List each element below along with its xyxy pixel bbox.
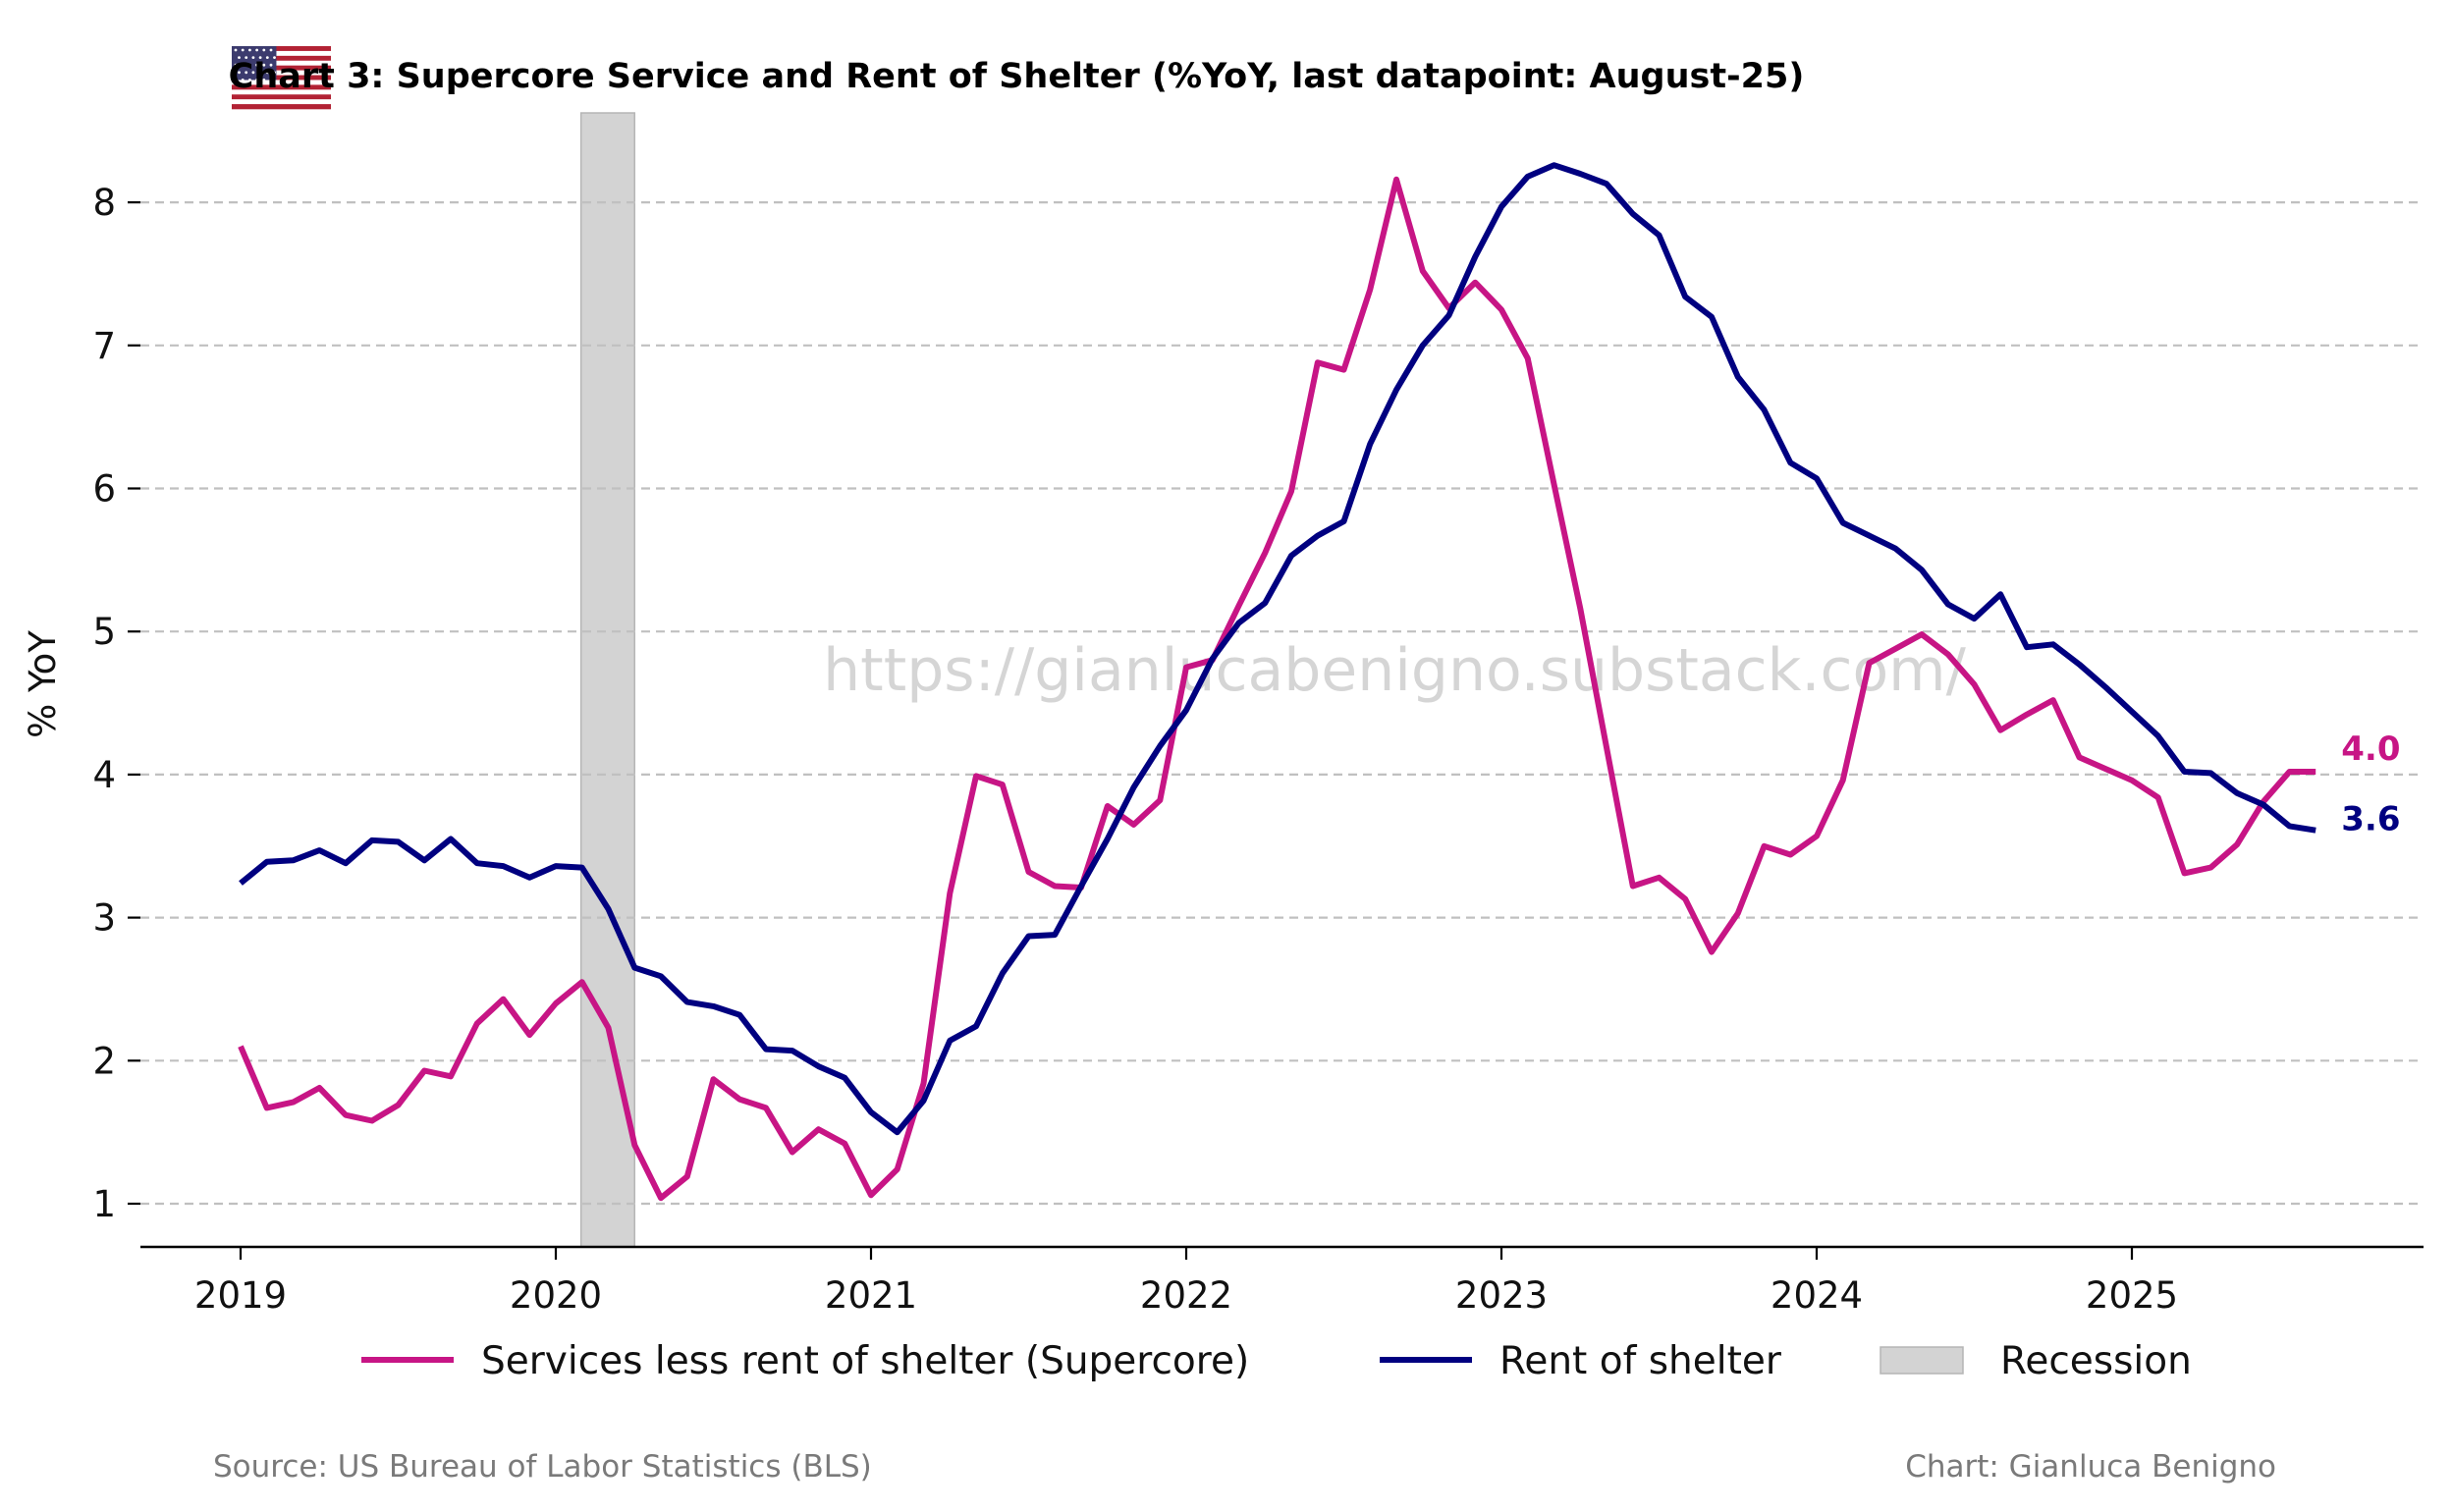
flag-stripe xyxy=(232,94,331,100)
legend-label: Recession xyxy=(2000,1339,2192,1383)
x-tick-label: 2020 xyxy=(510,1274,602,1317)
flag-star xyxy=(258,71,262,75)
watermark: https://gianlucabenigno.substack.com/ xyxy=(823,636,1966,705)
flag-star xyxy=(238,56,241,59)
y-tick-label: 1 xyxy=(92,1183,116,1225)
y-tick-label: 8 xyxy=(92,182,116,224)
flag-star xyxy=(241,63,245,67)
y-axis-label: % YoY xyxy=(22,630,64,738)
flag-star xyxy=(251,71,255,75)
legend-label: Rent of shelter xyxy=(1499,1339,1782,1383)
source-note: Source: US Bureau of Labor Statistics (B… xyxy=(213,1449,872,1485)
flag-star xyxy=(258,56,262,59)
x-axis-ticks: 2019 2020 2021 2022 2023 2024 2025 xyxy=(194,1247,2178,1317)
flag-stripe xyxy=(232,70,331,76)
y-tick-label: 7 xyxy=(92,325,116,367)
x-tick-label: 2022 xyxy=(1140,1274,1232,1317)
flag-star xyxy=(255,48,258,52)
flag-star xyxy=(241,48,245,52)
y-tick-label: 6 xyxy=(92,468,116,511)
flag-stripe xyxy=(232,89,331,95)
supercore-end-label: 4.0 xyxy=(2341,729,2400,769)
flag-stripe xyxy=(232,75,331,81)
x-tick-label: 2024 xyxy=(1771,1274,1863,1317)
us-flag-icon xyxy=(232,46,331,110)
flag-star xyxy=(234,79,238,81)
flag-star xyxy=(248,79,251,81)
flag-star xyxy=(262,79,266,81)
flag-star xyxy=(255,63,258,67)
rent-of-shelter-series-line xyxy=(239,162,2316,1136)
flag-star xyxy=(248,48,251,52)
flag-star xyxy=(262,63,266,67)
supercore-series-line xyxy=(238,176,2316,1202)
y-tick-label: 2 xyxy=(92,1040,116,1082)
legend-swatch xyxy=(1880,1346,1964,1375)
flag-star xyxy=(245,71,248,75)
flag-star xyxy=(248,63,251,67)
flag-star xyxy=(273,56,276,59)
flag-star xyxy=(269,79,273,81)
flag-star xyxy=(269,63,273,67)
x-tick-label: 2019 xyxy=(194,1274,287,1317)
flag-stripe xyxy=(232,60,331,66)
chart-title: Chart 3: Supercore Service and Rent of S… xyxy=(229,57,1805,96)
flag-star xyxy=(238,71,241,75)
y-tick-label: 5 xyxy=(92,611,116,653)
flag-star xyxy=(262,48,266,52)
chart-credit: Chart: Gianluca Benigno xyxy=(1905,1449,2276,1485)
legend-label: Services less rent of shelter (Supercore… xyxy=(481,1339,1249,1383)
recession-shading xyxy=(579,112,635,1248)
y-tick-label: 3 xyxy=(92,897,116,940)
flag-star xyxy=(234,63,238,67)
flag-stripe xyxy=(232,99,331,105)
recession-band xyxy=(579,112,635,1248)
flag-stripe xyxy=(232,65,331,71)
flag-stripe xyxy=(232,46,331,52)
flag-star xyxy=(234,48,238,52)
flag-stripe xyxy=(232,50,331,57)
x-tick-label: 2025 xyxy=(2086,1274,2178,1317)
flag-star xyxy=(255,79,258,81)
x-tick-label: 2023 xyxy=(1455,1274,1548,1317)
flag-star xyxy=(273,71,276,75)
grid-lines xyxy=(140,201,2424,1206)
flag-star xyxy=(265,56,269,59)
y-axis-ticks: 1 2 3 4 5 6 7 8 xyxy=(92,182,140,1225)
series-lines xyxy=(238,162,2316,1202)
flag-star xyxy=(251,56,255,59)
x-tick-label: 2021 xyxy=(825,1274,917,1317)
flag-star xyxy=(241,79,245,81)
legend: Services less rent of shelter (Supercore… xyxy=(361,1339,2192,1383)
flag-star xyxy=(269,48,273,52)
flag-stripe xyxy=(232,55,331,62)
y-tick-label: 4 xyxy=(92,754,116,796)
flag-stripe xyxy=(232,104,331,110)
end-labels: 4.0 3.6 xyxy=(2341,729,2400,839)
rent-of-shelter-end-label: 3.6 xyxy=(2341,800,2400,839)
flag-stripe xyxy=(232,84,331,90)
flag-star xyxy=(245,56,248,59)
flag-canton xyxy=(232,46,277,81)
flag-star xyxy=(265,71,269,75)
flag-stripe xyxy=(232,80,331,85)
